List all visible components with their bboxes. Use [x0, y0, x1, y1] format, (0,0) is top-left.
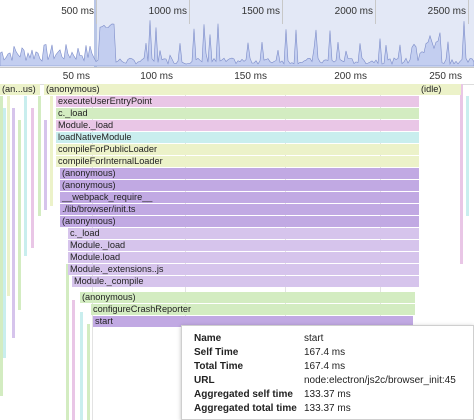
flame-sliver[interactable] — [7, 96, 10, 296]
tooltip-key: Aggregated self time — [194, 389, 293, 400]
overview-tick-label: 1000 ms — [148, 6, 187, 17]
overview-tick-label: 500 ms — [61, 6, 94, 17]
ruler-tick-label: 150 ms — [234, 71, 267, 82]
flame-sliver[interactable] — [80, 312, 83, 420]
tooltip-value: 167.4 ms — [304, 361, 346, 372]
flame-sliver[interactable] — [31, 108, 34, 248]
flame-sliver[interactable] — [3, 108, 6, 358]
flame-frame[interactable]: Module._load — [68, 240, 419, 251]
flame-sliver[interactable] — [24, 96, 27, 256]
flame-sliver[interactable] — [44, 120, 47, 210]
timeline-overview[interactable]: 500 ms 1000 ms 1500 ms 2000 ms 2500 ms — [0, 0, 474, 68]
tooltip-value: 133.37 ms — [304, 403, 351, 414]
overview-divider — [0, 67, 474, 68]
flame-sliver[interactable] — [72, 300, 75, 420]
flame-frame[interactable]: executeUserEntryPoint — [56, 96, 419, 107]
tooltip-key: Aggregated total time — [194, 403, 297, 414]
overview-tick-line — [96, 0, 97, 24]
overview-tick-line — [375, 0, 376, 24]
overview-tick-line — [468, 0, 469, 24]
flame-frame-idle[interactable]: (idle) — [419, 84, 461, 95]
tooltip-value: node:electron/js2c/browser_init:45 — [304, 375, 456, 386]
flame-frame[interactable]: Module.load — [68, 252, 419, 263]
flame-frame[interactable]: (anonymous) — [44, 84, 419, 95]
tooltip-value: start — [304, 333, 324, 344]
tooltip-key: URL — [194, 375, 215, 386]
flame-frame[interactable]: ./lib/browser/init.ts — [60, 204, 419, 215]
flame-frame[interactable]: (an...us) — [0, 84, 40, 95]
flame-sliver[interactable] — [50, 96, 53, 206]
flame-frame-selected[interactable]: start — [93, 316, 413, 327]
flame-frame[interactable]: (anonymous) — [80, 292, 415, 303]
flame-frame[interactable]: (anonymous) — [60, 216, 419, 227]
tooltip-value: 167.4 ms — [304, 347, 346, 358]
frame-details-tooltip: Name start Self Time 167.4 ms Total Time… — [181, 325, 474, 420]
flame-sliver[interactable] — [466, 96, 469, 216]
cpu-activity-graph — [0, 20, 474, 67]
ruler-tick-label: 250 ms — [429, 71, 462, 82]
flame-frame[interactable]: Module._extensions..js — [68, 264, 419, 275]
flame-sliver[interactable] — [38, 96, 41, 216]
flame-sliver[interactable] — [0, 96, 3, 396]
flame-frame[interactable]: __webpack_require__ — [60, 192, 419, 203]
flame-sliver[interactable] — [87, 324, 90, 420]
overview-selection-handle[interactable] — [94, 0, 97, 68]
flame-frame[interactable]: compileForInternalLoader — [56, 156, 419, 167]
overview-tick-label: 2500 ms — [427, 6, 466, 17]
overview-tick-line — [282, 0, 283, 24]
tooltip-key: Total Time — [194, 361, 244, 372]
tooltip-value: 133.37 ms — [304, 389, 351, 400]
ruler-tick-label: 200 ms — [334, 71, 367, 82]
flame-frame[interactable]: configureCrashReporter — [91, 304, 415, 315]
flame-frame[interactable]: loadNativeModule — [56, 132, 419, 143]
overview-tick-label: 2000 ms — [334, 6, 373, 17]
flame-frame[interactable]: (anonymous) — [60, 180, 419, 191]
flame-frame[interactable]: Module._compile — [72, 276, 419, 287]
tooltip-key: Name — [194, 333, 222, 344]
ruler-tick-label: 100 ms — [140, 71, 173, 82]
cpu-activity-area — [0, 20, 474, 67]
overview-tick-line — [189, 0, 190, 24]
time-ruler: 50 ms 100 ms 150 ms 200 ms 250 ms — [0, 68, 474, 85]
flame-sliver[interactable] — [18, 120, 21, 310]
flame-frame[interactable]: Module._load — [56, 120, 419, 131]
flame-frame[interactable]: c._load — [56, 108, 419, 119]
flame-sliver[interactable] — [12, 108, 15, 338]
flame-frame[interactable]: (anonymous) — [60, 168, 419, 179]
overview-tick-label: 1500 ms — [241, 6, 280, 17]
flame-frame[interactable]: c._load — [68, 228, 419, 239]
tooltip-key: Self Time — [194, 347, 239, 358]
flame-frame[interactable]: compileForPublicLoader — [56, 144, 419, 155]
flame-sliver[interactable] — [66, 264, 69, 420]
flame-sliver[interactable] — [460, 84, 463, 264]
ruler-tick-label: 50 ms — [62, 71, 90, 82]
